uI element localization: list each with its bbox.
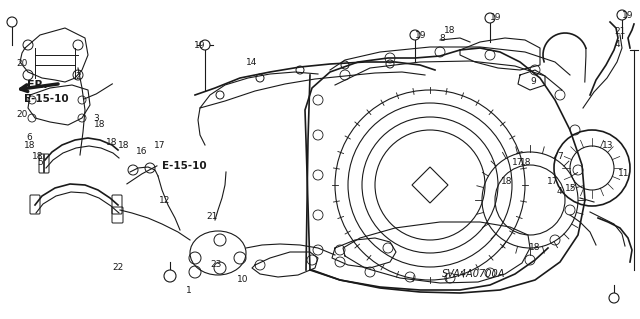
Text: 15: 15	[565, 184, 577, 193]
Text: 18: 18	[500, 177, 512, 186]
Text: 9: 9	[530, 78, 536, 86]
Circle shape	[485, 13, 495, 23]
Text: 19: 19	[193, 41, 205, 49]
Text: 20: 20	[16, 110, 28, 119]
Text: 11: 11	[618, 169, 629, 178]
Text: 6: 6	[26, 133, 32, 142]
Text: 8: 8	[439, 34, 445, 43]
Text: 7: 7	[557, 152, 563, 161]
Text: 18: 18	[24, 141, 35, 150]
Text: 4: 4	[614, 40, 620, 48]
Text: 20: 20	[16, 59, 28, 68]
Text: 17: 17	[512, 158, 524, 167]
Text: 23: 23	[210, 260, 221, 269]
Text: 19: 19	[622, 11, 634, 19]
Circle shape	[7, 17, 17, 27]
Text: 13: 13	[602, 141, 613, 150]
Text: 16: 16	[136, 147, 148, 156]
Text: 18: 18	[444, 26, 456, 35]
Text: 18: 18	[529, 243, 541, 252]
Text: 21: 21	[614, 27, 626, 36]
Text: 21: 21	[207, 212, 218, 221]
Text: 18: 18	[94, 120, 106, 129]
Text: 18: 18	[32, 152, 44, 161]
Text: E-15-10: E-15-10	[162, 161, 207, 171]
Text: 5: 5	[38, 158, 44, 167]
Text: SVA4A0700A: SVA4A0700A	[442, 269, 506, 279]
Text: 2: 2	[76, 72, 81, 81]
Text: 14: 14	[246, 58, 258, 67]
Circle shape	[609, 293, 619, 303]
Circle shape	[164, 270, 176, 282]
Text: 12: 12	[159, 197, 170, 205]
Text: E-15-10: E-15-10	[24, 94, 69, 104]
Text: 19: 19	[490, 13, 502, 23]
Text: 18: 18	[520, 158, 531, 167]
Text: 19: 19	[415, 31, 426, 40]
Circle shape	[617, 10, 627, 20]
Text: 3: 3	[93, 114, 99, 122]
Text: 22: 22	[112, 263, 124, 272]
Circle shape	[200, 40, 210, 50]
Text: 18: 18	[118, 141, 130, 150]
Text: 17: 17	[154, 141, 165, 150]
Text: 4: 4	[557, 187, 563, 196]
Text: FR.: FR.	[27, 80, 47, 90]
Text: 10: 10	[237, 275, 248, 284]
Text: 17: 17	[547, 177, 559, 186]
Circle shape	[410, 30, 420, 40]
Text: 18: 18	[106, 138, 117, 147]
Text: 1: 1	[186, 286, 191, 295]
